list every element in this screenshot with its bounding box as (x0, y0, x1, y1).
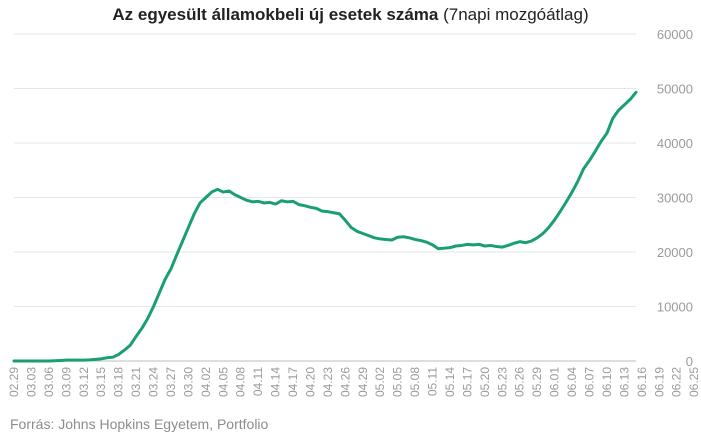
y-tick-label: 60000 (657, 27, 693, 42)
x-tick-label: 06.22 (670, 367, 684, 397)
x-tick-label: 06.04 (565, 367, 579, 397)
x-tick-label: 04.14 (269, 367, 283, 397)
x-tick-label: 04.08 (234, 367, 248, 397)
x-tick-label: 04.26 (338, 367, 352, 397)
y-tick-label: 30000 (657, 191, 693, 206)
series-line (12, 90, 638, 363)
x-tick-label: 02.29 (7, 367, 21, 397)
chart-title: Az egyesült államokbeli új esetek száma … (0, 4, 701, 26)
x-tick-label: 05.20 (478, 367, 492, 397)
x-tick-label: 05.26 (513, 367, 527, 397)
x-tick-label: 06.07 (582, 367, 596, 397)
x-tick-label: 03.24 (147, 367, 161, 397)
x-tick-label: 04.29 (356, 367, 370, 397)
y-axis-ticks: 0 10000 20000 30000 40000 50000 60000 (657, 27, 693, 369)
x-tick-label: 04.20 (303, 367, 317, 397)
x-tick-label: 06.19 (652, 367, 666, 397)
gridlines (14, 33, 636, 362)
x-tick-label: 04.17 (286, 367, 300, 397)
x-tick-label: 05.14 (443, 367, 457, 397)
x-tick-label: 03.03 (24, 367, 38, 397)
x-tick-label: 06.13 (617, 367, 631, 397)
y-tick-label: 0 (686, 354, 693, 369)
x-tick-label: 03.27 (164, 367, 178, 397)
x-axis-ticks: 02.29 03.03 03.06 03.09 03.12 03.15 03.18 03.21… (7, 367, 701, 397)
x-tick-label: 06.01 (548, 367, 562, 397)
x-tick-label: 04.23 (321, 367, 335, 397)
x-tick-label: 05.29 (530, 367, 544, 397)
x-tick-label: 03.18 (112, 367, 126, 397)
x-tick-label: 03.12 (77, 367, 91, 397)
y-tick-label: 40000 (657, 136, 693, 151)
chart-subtitle: (7napi mozgóátlag) (443, 5, 589, 24)
y-tick-label: 20000 (657, 245, 693, 260)
source-note: Forrás: Johns Hopkins Egyetem, Portfolio (10, 416, 269, 432)
x-tick-label: 05.02 (373, 367, 387, 397)
x-tick-label: 03.30 (181, 367, 195, 397)
x-tick-label: 03.06 (42, 367, 56, 397)
x-tick-label: 06.25 (687, 367, 701, 397)
x-tick-label: 04.05 (216, 367, 230, 397)
x-tick-label: 03.09 (59, 367, 73, 397)
y-tick-label: 50000 (657, 82, 693, 97)
x-tick-label: 03.21 (129, 367, 143, 397)
x-tick-label: 05.11 (426, 367, 440, 396)
x-tick-label: 05.08 (408, 367, 422, 397)
chart-title-main: Az egyesült államokbeli új esetek száma (112, 5, 439, 24)
x-tick-label: 05.23 (495, 367, 509, 397)
x-tick-label: 06.10 (600, 367, 614, 397)
x-tick-label: 05.05 (391, 367, 405, 397)
x-tick-label: 06.16 (635, 367, 649, 397)
y-tick-label: 10000 (657, 300, 693, 315)
x-tick-label: 05.17 (460, 367, 474, 397)
x-tick-label: 04.11 (251, 367, 265, 396)
x-tick-label: 04.02 (199, 367, 213, 397)
x-tick-label: 03.15 (94, 367, 108, 397)
